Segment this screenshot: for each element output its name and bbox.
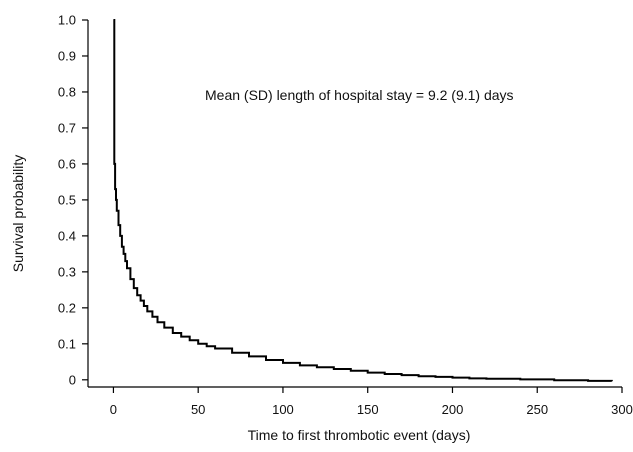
x-tick-label: 50: [191, 402, 205, 417]
series-layer: [113, 19, 613, 382]
chart-annotation: Mean (SD) length of hospital stay = 9.2 …: [205, 87, 514, 103]
y-ticks: 0 0.1 0.2 0.3 0.4 0.5 0.6 0.7 0.8 0.9 1.0: [58, 13, 88, 387]
y-tick-label: 0.7: [58, 120, 76, 135]
x-tick-label: 200: [442, 402, 464, 417]
y-tick-label: 1.0: [58, 13, 76, 28]
x-tick-label: 300: [611, 402, 633, 417]
y-tick-label: 0.5: [58, 192, 76, 207]
axes: [87, 20, 622, 388]
y-tick-label: 0.2: [58, 300, 76, 315]
x-tick-label: 250: [526, 402, 548, 417]
y-tick-label: 0.1: [58, 336, 76, 351]
y-tick-label: 0.4: [58, 228, 76, 243]
y-tick-label: 0.6: [58, 156, 76, 171]
y-tick-label: 0: [69, 372, 76, 387]
x-tick-label: 150: [357, 402, 379, 417]
y-tick-label: 0.3: [58, 264, 76, 279]
x-tick-label: 100: [272, 402, 294, 417]
survival-curve-line: [113, 19, 613, 382]
x-tick-label: 0: [110, 402, 117, 417]
y-axis-label: Survival probability: [10, 155, 26, 273]
x-axis-label: Time to first thrombotic event (days): [248, 427, 471, 443]
y-tick-label: 0.8: [58, 84, 76, 99]
y-tick-label: 0.9: [58, 48, 76, 63]
x-ticks: 0 50 100 150 200 250 300: [110, 387, 633, 417]
